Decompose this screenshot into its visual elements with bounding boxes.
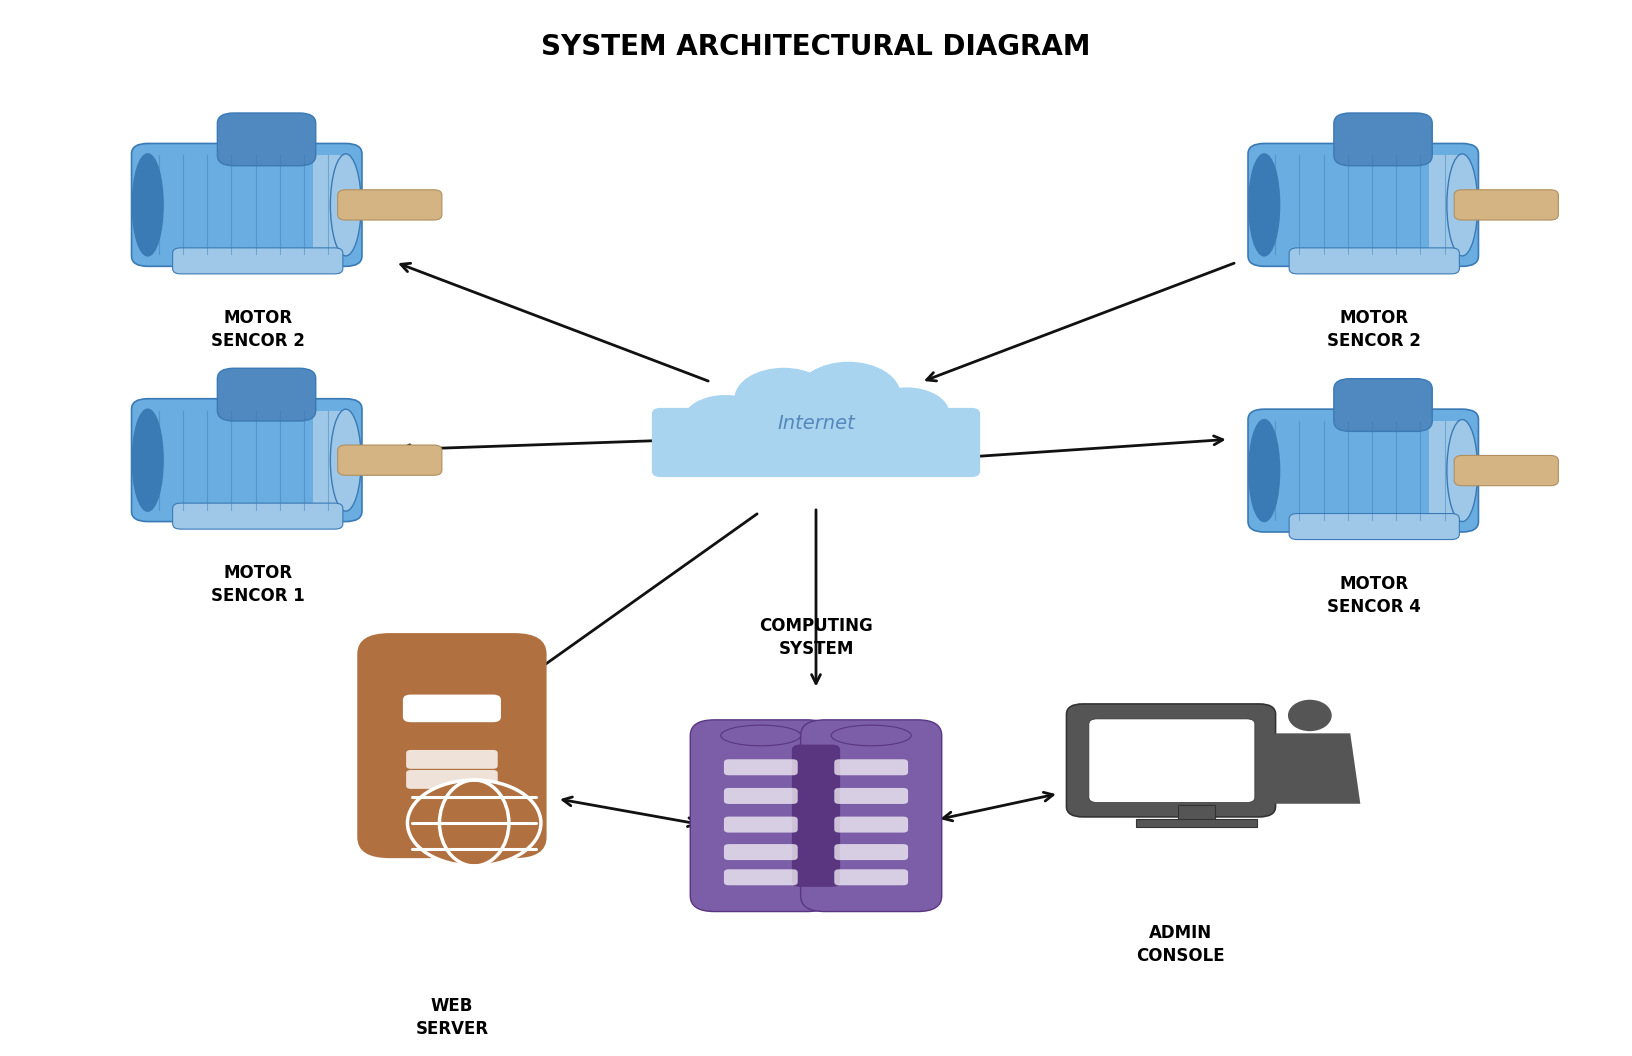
FancyBboxPatch shape	[1289, 513, 1459, 540]
FancyBboxPatch shape	[1430, 155, 1462, 254]
FancyBboxPatch shape	[834, 869, 907, 885]
FancyBboxPatch shape	[792, 744, 840, 887]
Ellipse shape	[1288, 700, 1332, 731]
Ellipse shape	[907, 412, 971, 452]
FancyBboxPatch shape	[132, 144, 362, 266]
Text: MOTOR
SENCOR 2: MOTOR SENCOR 2	[211, 309, 305, 350]
FancyBboxPatch shape	[338, 445, 442, 475]
FancyBboxPatch shape	[1089, 719, 1255, 803]
FancyBboxPatch shape	[725, 788, 798, 804]
Ellipse shape	[661, 414, 725, 453]
Ellipse shape	[1448, 419, 1477, 522]
FancyBboxPatch shape	[403, 695, 501, 722]
FancyBboxPatch shape	[173, 503, 343, 529]
Text: SYSTEM ARCHITECTURAL DIAGRAM: SYSTEM ARCHITECTURAL DIAGRAM	[542, 33, 1090, 61]
FancyBboxPatch shape	[313, 411, 346, 510]
Text: ADMIN
CONSOLE: ADMIN CONSOLE	[1136, 924, 1224, 965]
Text: MOTOR
SENCOR 1: MOTOR SENCOR 1	[211, 564, 305, 605]
Bar	[1178, 805, 1214, 822]
Ellipse shape	[721, 725, 801, 746]
Ellipse shape	[1248, 154, 1279, 256]
Ellipse shape	[865, 389, 948, 439]
FancyBboxPatch shape	[217, 113, 315, 166]
FancyBboxPatch shape	[834, 788, 907, 804]
Ellipse shape	[330, 154, 361, 256]
FancyBboxPatch shape	[725, 869, 798, 885]
FancyBboxPatch shape	[1248, 409, 1479, 532]
Text: MOTOR
SENCOR 4: MOTOR SENCOR 4	[1327, 574, 1421, 616]
FancyBboxPatch shape	[1066, 704, 1276, 817]
FancyBboxPatch shape	[1454, 190, 1559, 220]
FancyBboxPatch shape	[834, 759, 907, 775]
Ellipse shape	[796, 362, 901, 429]
FancyBboxPatch shape	[357, 634, 547, 859]
FancyBboxPatch shape	[653, 409, 979, 476]
Text: WEB
SERVER: WEB SERVER	[416, 997, 488, 1038]
FancyBboxPatch shape	[801, 720, 942, 911]
FancyBboxPatch shape	[725, 844, 798, 860]
Ellipse shape	[1248, 419, 1279, 522]
Text: Internet: Internet	[777, 414, 855, 433]
FancyBboxPatch shape	[725, 759, 798, 775]
FancyBboxPatch shape	[406, 750, 498, 769]
FancyBboxPatch shape	[725, 816, 798, 832]
FancyBboxPatch shape	[132, 399, 362, 522]
Ellipse shape	[330, 409, 361, 511]
Text: COMPUTING
SYSTEM: COMPUTING SYSTEM	[759, 617, 873, 658]
FancyBboxPatch shape	[834, 844, 907, 860]
FancyBboxPatch shape	[313, 155, 346, 254]
FancyBboxPatch shape	[1333, 379, 1433, 432]
Ellipse shape	[684, 396, 767, 447]
FancyBboxPatch shape	[1430, 421, 1462, 521]
FancyBboxPatch shape	[1333, 113, 1433, 166]
FancyBboxPatch shape	[1248, 144, 1479, 266]
FancyBboxPatch shape	[834, 816, 907, 832]
Bar	[1136, 819, 1257, 827]
Text: MOTOR
SENCOR 2: MOTOR SENCOR 2	[1327, 309, 1421, 350]
FancyBboxPatch shape	[173, 248, 343, 274]
Ellipse shape	[408, 780, 540, 866]
FancyBboxPatch shape	[338, 190, 442, 220]
FancyBboxPatch shape	[217, 369, 315, 421]
Ellipse shape	[132, 409, 163, 511]
Ellipse shape	[1448, 154, 1477, 256]
FancyBboxPatch shape	[406, 770, 498, 789]
FancyBboxPatch shape	[1289, 248, 1459, 274]
FancyBboxPatch shape	[690, 720, 831, 911]
FancyBboxPatch shape	[1454, 455, 1559, 486]
Ellipse shape	[734, 369, 832, 429]
Polygon shape	[1260, 733, 1361, 804]
Ellipse shape	[831, 725, 911, 746]
Ellipse shape	[132, 154, 163, 256]
